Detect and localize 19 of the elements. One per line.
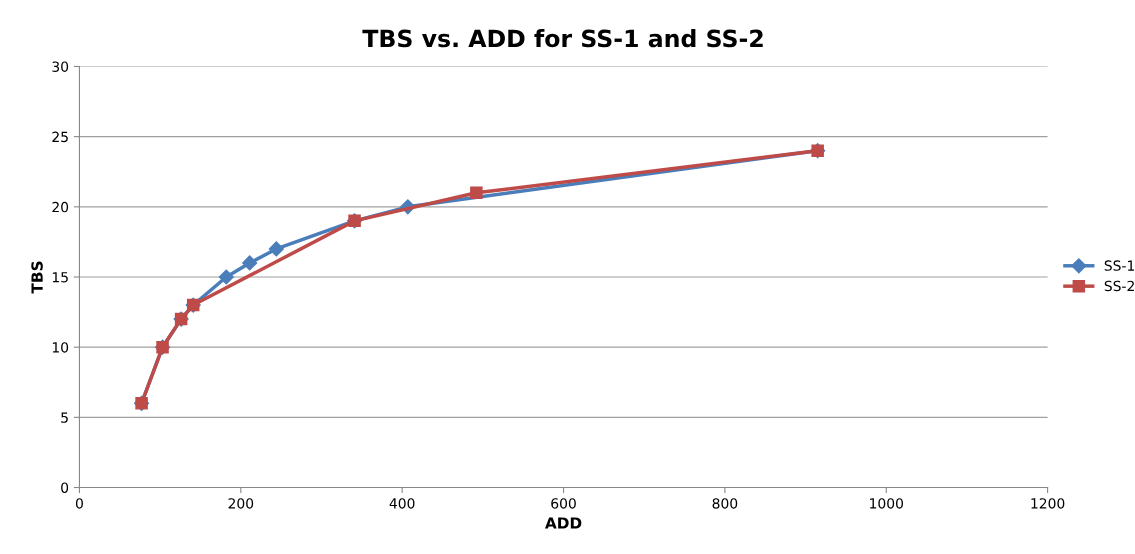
y-tick-label: 30 bbox=[52, 61, 69, 72]
y-tick-label: 0 bbox=[61, 482, 69, 493]
legend-label: SS-2 bbox=[1104, 280, 1134, 292]
x-axis-title: ADD bbox=[545, 517, 582, 529]
y-tick-label: 25 bbox=[52, 131, 68, 143]
legend-label: SS-1 bbox=[1104, 260, 1135, 271]
x-tick-label: 1000 bbox=[870, 498, 903, 509]
chart-title: TBS vs. ADD for SS-1 and SS-2 bbox=[362, 29, 763, 48]
y-axis-title: TBS bbox=[31, 261, 43, 294]
x-tick-label: 0 bbox=[75, 498, 83, 509]
x-tick-label: 1200 bbox=[1031, 498, 1065, 509]
y-tick-label: 5 bbox=[61, 412, 68, 423]
x-tick-label: 200 bbox=[228, 498, 254, 509]
x-tick-label: 800 bbox=[712, 498, 738, 509]
y-tick-label: 15 bbox=[52, 272, 68, 283]
x-tick-label: 600 bbox=[551, 498, 576, 509]
x-tick-label: 400 bbox=[389, 498, 415, 509]
y-tick-label: 20 bbox=[52, 201, 69, 213]
y-tick-label: 10 bbox=[52, 342, 69, 353]
